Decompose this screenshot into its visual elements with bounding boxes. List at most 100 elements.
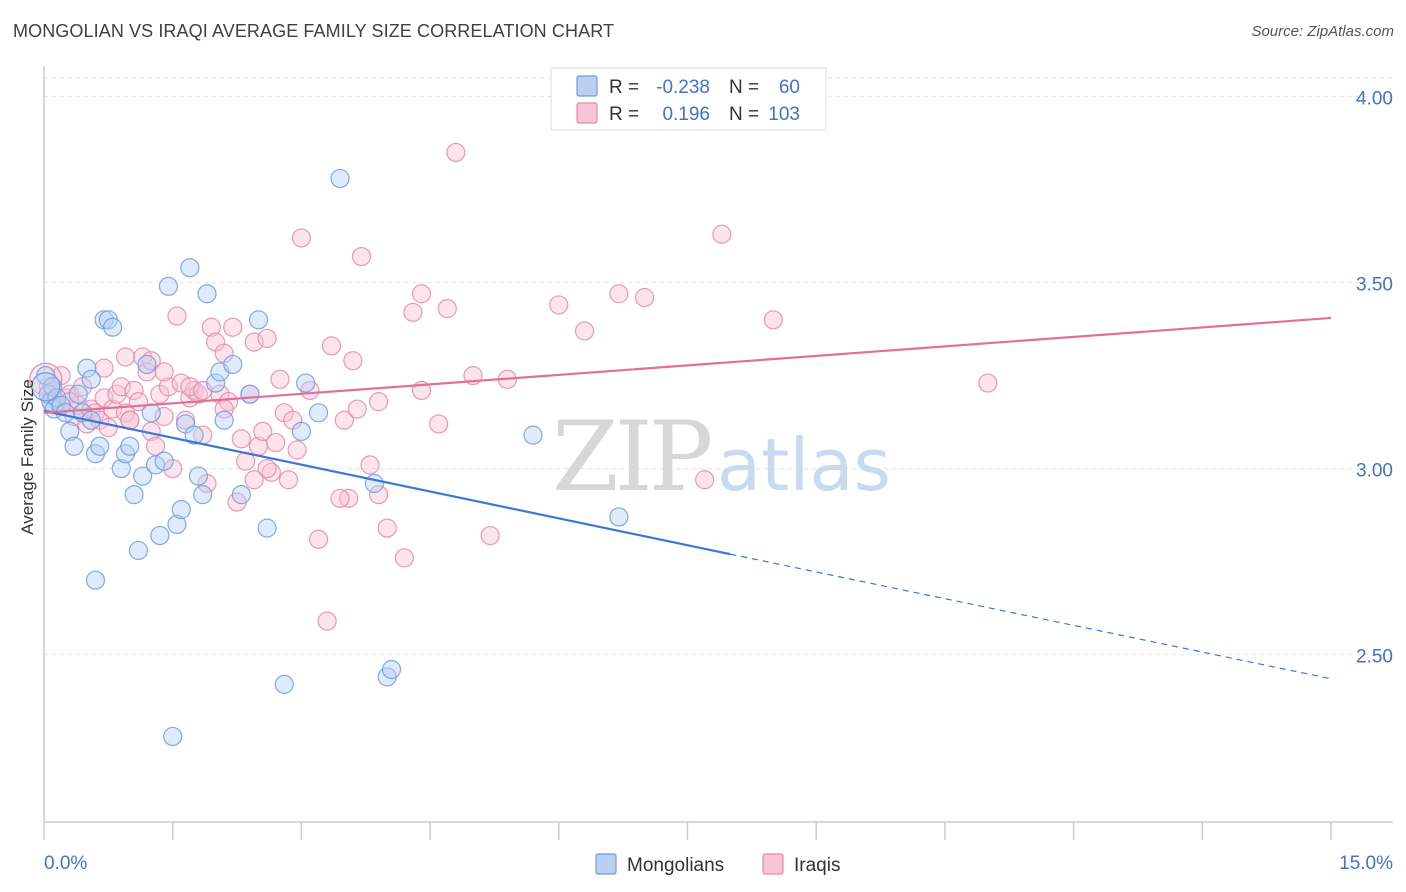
- point-mongolians: [158, 276, 179, 296]
- point-iraqis: [634, 287, 655, 308]
- point-mongolians: [330, 168, 350, 189]
- point-iraqis: [291, 228, 311, 248]
- y-axis-label: Average Family Size: [18, 379, 37, 535]
- point-iraqis: [308, 529, 329, 549]
- series-iraqis: [29, 142, 998, 631]
- y-tick-labels: 4.00 3.50 3.00 2.50: [1356, 89, 1393, 668]
- point-mongolians: [248, 310, 269, 330]
- point-mongolians: [523, 425, 543, 445]
- point-mongolians: [296, 373, 316, 393]
- y-tick-label: 2.50: [1356, 647, 1393, 668]
- point-mongolians: [206, 373, 226, 393]
- point-mongolians: [42, 377, 63, 397]
- point-iraqis: [201, 317, 221, 337]
- point-iraqis: [145, 436, 166, 456]
- trend-lines: [43, 316, 1332, 680]
- legend-r-value-mongolians: -0.238: [656, 77, 710, 98]
- point-iraqis: [978, 373, 998, 393]
- point-iraqis: [257, 459, 277, 479]
- chart-title: MONGOLIAN VS IRAQI AVERAGE FAMILY SIZE C…: [13, 21, 615, 41]
- point-iraqis: [403, 302, 423, 322]
- point-iraqis: [609, 284, 629, 304]
- point-iraqis: [429, 414, 449, 434]
- point-iraqis: [137, 362, 157, 382]
- point-mongolians: [141, 403, 161, 423]
- point-iraqis: [253, 421, 273, 441]
- point-iraqis: [480, 525, 500, 546]
- point-iraqis: [223, 317, 243, 337]
- trend-line-iraqis: [43, 316, 1332, 414]
- point-iraqis: [411, 284, 432, 304]
- point-mongolians: [231, 485, 251, 505]
- axes: [43, 66, 1393, 840]
- legend-n-value-iraqis: 103: [768, 104, 800, 125]
- legend-n-value-mongolians: 60: [779, 77, 800, 98]
- legend-swatch-mongolians: [576, 75, 598, 97]
- gridlines: [44, 77, 1393, 656]
- trend-line-mongolians: [43, 409, 731, 556]
- point-mongolians: [64, 436, 84, 456]
- point-iraqis: [369, 392, 389, 412]
- point-iraqis: [437, 299, 457, 319]
- point-iraqis: [763, 310, 783, 330]
- point-mongolians: [609, 507, 629, 527]
- point-mongolians: [167, 514, 187, 535]
- point-iraqis: [712, 224, 732, 244]
- point-iraqis: [574, 321, 595, 341]
- point-mongolians: [124, 485, 144, 505]
- point-iraqis: [549, 295, 569, 315]
- trend-line-extension-mongolians: [730, 553, 1332, 680]
- bottom-legend-swatch-iraqis: [762, 853, 784, 875]
- point-mongolians: [223, 354, 243, 375]
- point-mongolians: [188, 466, 209, 486]
- legend-n-label-mongolians: N =: [729, 77, 759, 98]
- source-label: Source: ZipAtlas.com: [1251, 23, 1394, 40]
- point-iraqis: [257, 328, 277, 348]
- legend: R = -0.238 N = 60 R = 0.196 N = 103: [550, 67, 827, 131]
- bottom-legend-mongolians: Mongolians: [627, 855, 724, 876]
- y-tick-label: 3.00: [1356, 461, 1393, 482]
- point-iraqis: [94, 358, 114, 378]
- x-tick-label: 15.0%: [1339, 853, 1393, 874]
- y-tick-label: 4.00: [1356, 89, 1393, 110]
- point-iraqis: [124, 380, 144, 401]
- point-mongolians: [85, 570, 106, 590]
- point-mongolians: [128, 540, 148, 561]
- point-iraqis: [278, 470, 299, 490]
- point-mongolians: [364, 473, 384, 494]
- point-iraqis: [334, 410, 354, 430]
- point-iraqis: [377, 518, 397, 538]
- point-mongolians: [257, 518, 277, 538]
- point-iraqis: [446, 142, 466, 162]
- point-mongolians: [193, 485, 213, 505]
- point-iraqis: [330, 488, 350, 508]
- point-mongolians: [60, 421, 80, 441]
- point-iraqis: [115, 347, 136, 367]
- point-mongolians: [163, 726, 183, 747]
- x-tick-labels: 0.0% 15.0%: [44, 853, 1393, 874]
- bottom-legend-iraqis: Iraqis: [794, 855, 840, 876]
- point-mongolians-cluster: [31, 372, 61, 402]
- point-mongolians: [120, 436, 140, 456]
- point-iraqis: [695, 470, 715, 490]
- point-iraqis: [270, 369, 290, 389]
- point-mongolians: [180, 258, 200, 278]
- bottom-legend: Mongolians Iraqis: [595, 853, 840, 876]
- point-mongolians: [55, 403, 76, 423]
- y-tick-label: 3.50: [1356, 275, 1393, 296]
- bottom-legend-swatch-mongolians: [595, 853, 617, 875]
- point-iraqis: [98, 418, 118, 438]
- legend-swatch-iraqis: [576, 102, 598, 124]
- point-iraqis: [287, 440, 307, 460]
- watermark-zip: ZIP: [552, 401, 711, 513]
- point-iraqis: [369, 485, 389, 505]
- point-mongolians: [68, 384, 88, 404]
- point-iraqis: [154, 362, 174, 382]
- point-iraqis: [231, 429, 251, 449]
- series-mongolians: [31, 168, 629, 747]
- watermark-atlas: atlas: [717, 423, 891, 507]
- legend-r-value-iraqis: 0.196: [662, 104, 710, 125]
- point-mongolians: [137, 354, 157, 375]
- point-iraqis: [321, 336, 342, 356]
